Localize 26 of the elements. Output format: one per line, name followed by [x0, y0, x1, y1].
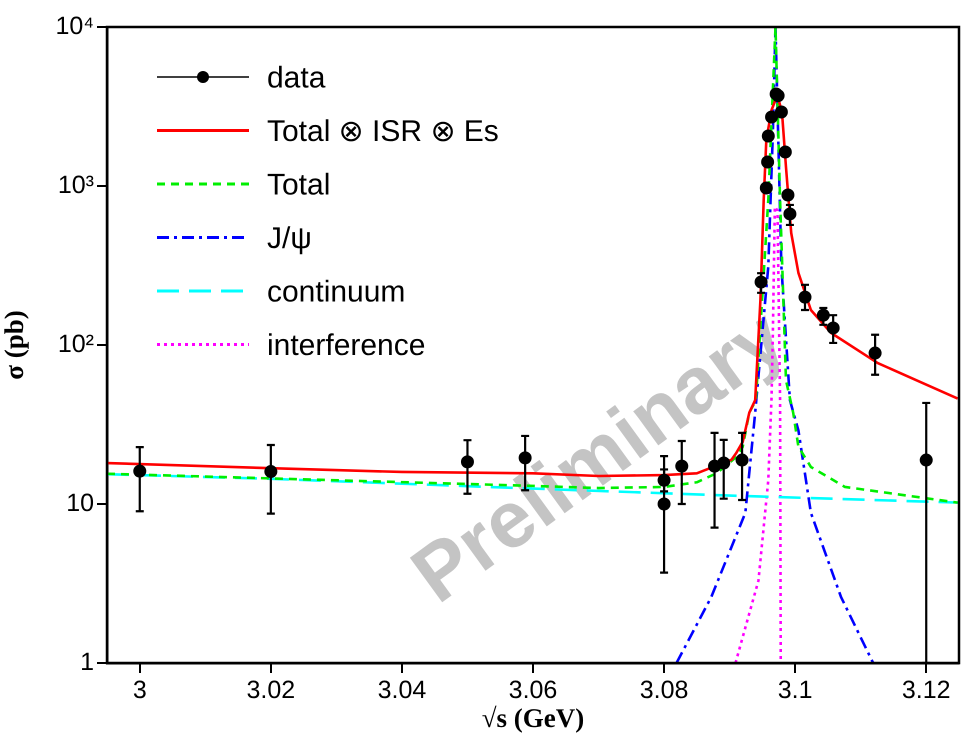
point — [762, 129, 775, 142]
x-tick-label: 3.06 — [508, 676, 558, 704]
legend-label: J/ψ — [267, 222, 312, 255]
x-tick-label: 3.1 — [778, 676, 813, 704]
point — [781, 188, 794, 202]
legend-label: continuum — [267, 275, 406, 308]
y-axis-title: σ (pb) — [0, 310, 30, 380]
x-tick-label: 3.08 — [640, 676, 688, 704]
legend-label: Total — [267, 168, 330, 202]
x-tick-label: 3 — [132, 676, 147, 704]
y-tick-label: 10³ — [58, 170, 94, 199]
point — [765, 110, 778, 124]
point — [760, 182, 773, 195]
point — [778, 146, 792, 159]
x-tick-label: 3.04 — [378, 676, 426, 704]
point — [761, 155, 774, 168]
x-tick-label: 3.12 — [902, 676, 951, 704]
point — [774, 106, 788, 119]
legend-label: Total ⊗ ISR ⊗ Es — [267, 114, 499, 148]
y-tick-label: 1 — [80, 648, 94, 676]
legend-label: data — [267, 61, 326, 94]
y-tick-label: 10⁴ — [55, 12, 94, 40]
y-tick-label: 10² — [58, 330, 94, 358]
x-tick-label: 3.02 — [246, 676, 296, 704]
y-tick-label: 10 — [66, 488, 94, 517]
x-axis-title: √s (GeV) — [482, 702, 584, 733]
